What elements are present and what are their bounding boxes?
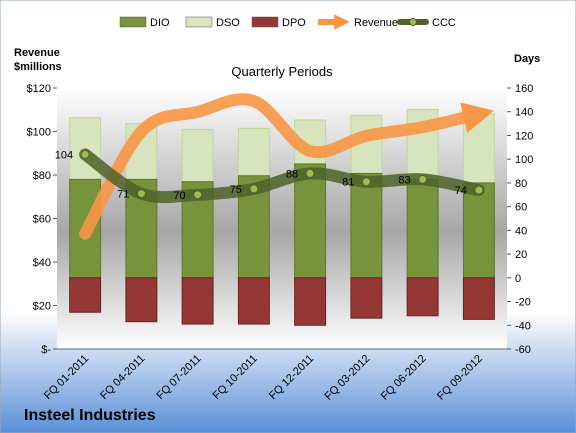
dio-bar — [294, 163, 327, 279]
y-right-tick-label: -20 — [515, 297, 531, 309]
ccc-point — [361, 177, 371, 187]
ccc-point — [474, 185, 484, 195]
legend-label: DPO — [282, 17, 306, 29]
y-left-tick-label: $120 — [27, 83, 51, 95]
y-right-axis-title: Days — [514, 53, 540, 65]
ccc-data-label: 88 — [286, 168, 298, 180]
dpo-bar — [125, 277, 158, 323]
y-right-tick-label: 80 — [515, 178, 527, 190]
y-right-tick-label: -40 — [515, 320, 531, 332]
dso-bar — [237, 127, 270, 177]
y-left-tick-label: $80 — [33, 170, 51, 182]
ccc-data-label: 71 — [117, 189, 129, 201]
ccc-point — [136, 189, 146, 199]
legend-swatch — [251, 16, 279, 28]
ccc-series: 104 71 70 75 88 81 83 74 — [55, 148, 485, 204]
dio-bar — [406, 178, 439, 279]
legend-label: DIO — [150, 17, 170, 29]
y-left-tick-label: $20 — [33, 301, 51, 313]
y-right-tick-label: 60 — [515, 202, 527, 214]
dio-bar — [462, 182, 495, 279]
revenue-line — [79, 93, 495, 240]
ccc-data-label: 83 — [398, 174, 410, 186]
dso-bar — [181, 129, 214, 183]
y-right-tick-label: 140 — [515, 107, 533, 119]
dpo-bar — [406, 277, 439, 317]
y-left-tick-label: $- — [41, 344, 51, 356]
legend: DIO DSO DPO Revenue CCC — [119, 14, 456, 30]
ccc-point — [418, 174, 428, 184]
ccc-data-label: 74 — [455, 185, 467, 197]
y-left-axis-title-line1: Revenue — [14, 47, 60, 59]
y-right-tick-label: 20 — [515, 249, 527, 261]
legend-swatch — [185, 16, 213, 28]
ccc-point — [305, 168, 315, 178]
legend-label: DSO — [216, 17, 240, 29]
ccc-point — [80, 149, 90, 159]
ccc-data-label: 81 — [342, 177, 354, 189]
legend-swatch-marker — [409, 18, 417, 26]
y-left-tick-label: $40 — [33, 257, 51, 269]
y-left-tick-label: $100 — [27, 127, 51, 139]
ccc-data-label: 70 — [173, 190, 185, 202]
legend-swatch — [119, 16, 147, 28]
dpo-bar — [69, 277, 102, 313]
dpo-bar — [462, 277, 495, 320]
y-left-axis-title-line2: $millions — [14, 61, 62, 73]
ccc-point — [249, 184, 259, 194]
y-right-tick-label: 0 — [515, 273, 521, 285]
y-right-ticks: -60 -40 -20 0 20 40 60 80 100 120 140 160 — [507, 83, 533, 356]
y-right-tick-label: 160 — [515, 83, 533, 95]
y-right-tick-label: -60 — [515, 344, 531, 356]
ccc-point — [193, 190, 203, 200]
dpo-bar — [294, 277, 327, 326]
ccc-data-label: 104 — [55, 149, 73, 161]
y-right-tick-label: 120 — [515, 130, 533, 142]
chart-title: Quarterly Periods — [231, 64, 333, 79]
ccc-data-label: 75 — [230, 184, 242, 196]
legend-label: Revenue — [354, 17, 398, 29]
legend-label: CCC — [432, 17, 456, 29]
dpo-bar — [350, 277, 383, 319]
dpo-bar — [181, 277, 214, 325]
y-right-tick-label: 40 — [515, 225, 527, 237]
revenue-series — [79, 93, 495, 240]
y-left-tick-label: $60 — [33, 214, 51, 226]
y-left-ticks: $- $20 $40 $60 $80 $100 $120 — [27, 83, 57, 356]
y-right-tick-label: 100 — [515, 154, 533, 166]
dio-bar — [350, 172, 383, 279]
dpo-bar — [237, 277, 270, 325]
company-name: Insteel Industries — [24, 407, 156, 424]
dso-bar — [462, 113, 495, 184]
